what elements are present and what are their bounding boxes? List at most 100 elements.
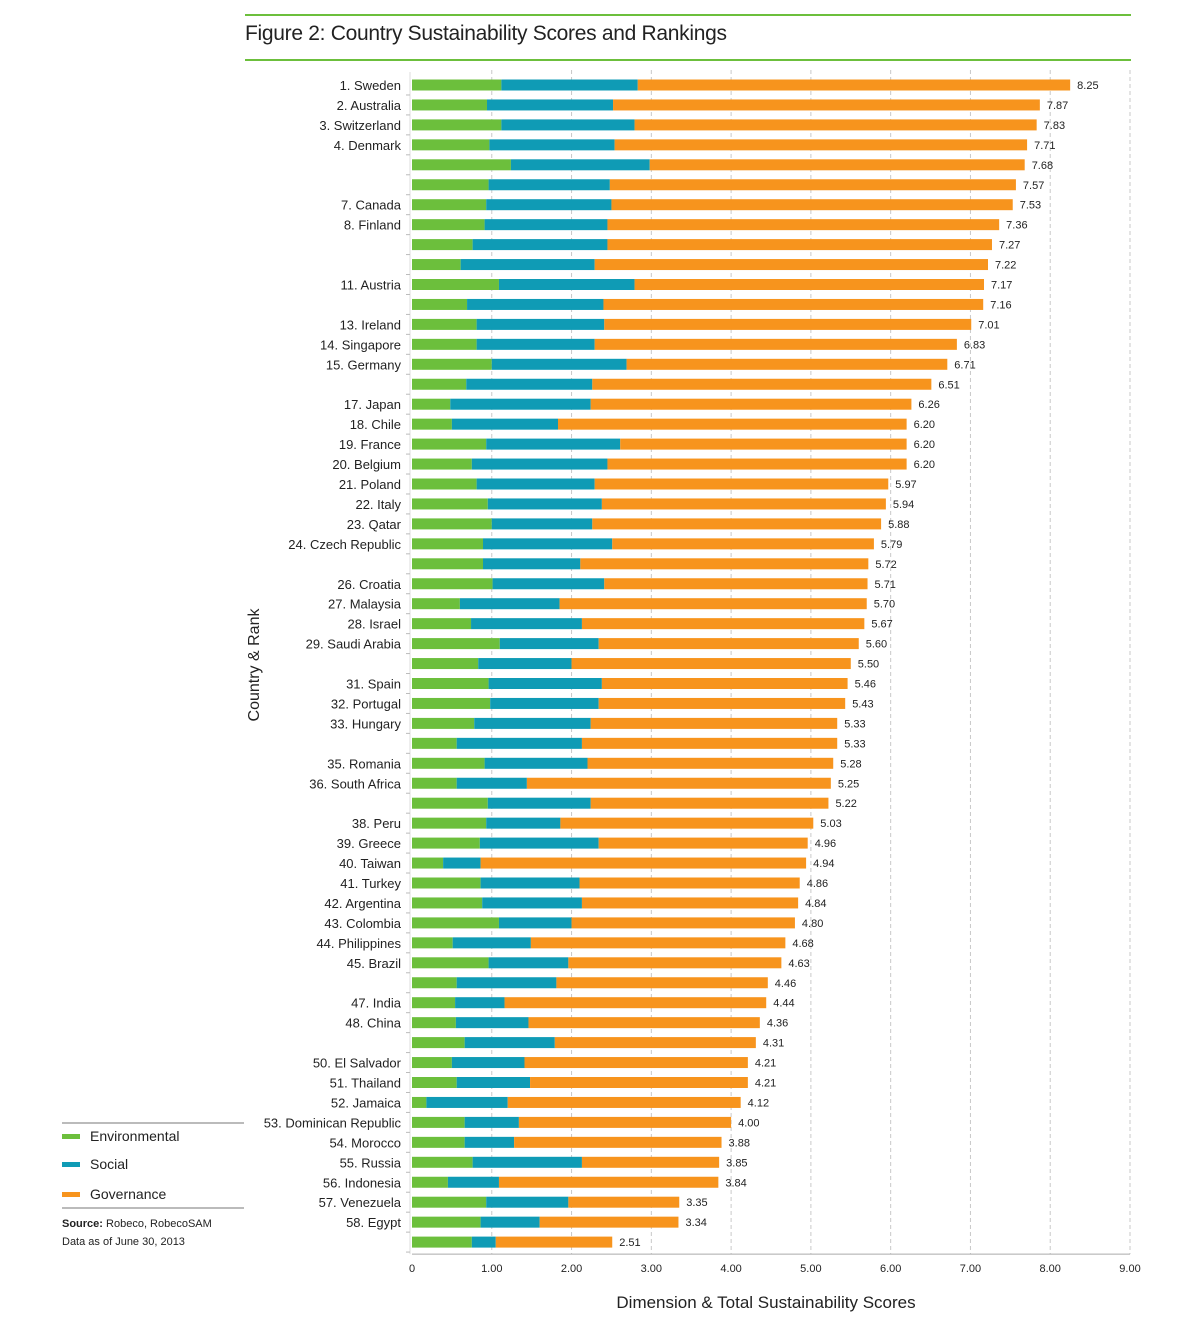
bar-social bbox=[491, 518, 593, 530]
source-text: Robeco, RobecoSAM bbox=[106, 1218, 212, 1230]
bar-governance bbox=[580, 558, 869, 570]
category-label: 4. Denmark bbox=[334, 138, 402, 153]
bar-governance bbox=[514, 1136, 722, 1148]
x-tick-label: 9.00 bbox=[1119, 1263, 1140, 1275]
bar-governance bbox=[598, 638, 859, 650]
value-label: 3.84 bbox=[725, 1177, 746, 1189]
category-label: 11. Austria bbox=[341, 278, 402, 293]
bar-environmental bbox=[412, 817, 487, 829]
bar-social bbox=[480, 1216, 540, 1228]
value-label: 5.50 bbox=[858, 659, 879, 671]
bar-governance bbox=[579, 877, 800, 889]
category-label: 56. Indonesia bbox=[323, 1175, 402, 1190]
value-label: 7.53 bbox=[1020, 200, 1041, 212]
category-label: 7. Canada bbox=[341, 198, 402, 213]
value-label: 5.94 bbox=[893, 499, 914, 511]
x-tick-label: 5.00 bbox=[800, 1263, 821, 1275]
bar-environmental bbox=[412, 298, 468, 310]
bar-environmental bbox=[412, 378, 467, 390]
bar-social bbox=[450, 398, 591, 410]
value-label: 4.31 bbox=[763, 1038, 784, 1050]
bar-governance bbox=[518, 1116, 732, 1128]
bar-environmental bbox=[412, 1236, 472, 1248]
x-tick-label: 2.00 bbox=[561, 1263, 582, 1275]
bar-governance bbox=[614, 139, 1028, 151]
bar-environmental bbox=[412, 538, 484, 550]
category-label: 54. Morocco bbox=[329, 1135, 401, 1150]
bar-governance bbox=[604, 318, 972, 330]
bar-environmental bbox=[412, 179, 489, 191]
bar-social bbox=[488, 179, 610, 191]
bar-social bbox=[455, 997, 505, 1009]
bar-governance bbox=[626, 358, 948, 370]
bar-environmental bbox=[412, 99, 487, 111]
legend-swatch bbox=[62, 1161, 80, 1167]
bar-environmental bbox=[412, 618, 472, 630]
chart-title: Figure 2: Country Sustainability Scores … bbox=[245, 22, 727, 45]
category-label: 35. Romania bbox=[327, 756, 401, 771]
bar-environmental bbox=[412, 957, 489, 969]
value-label: 7.17 bbox=[991, 280, 1012, 292]
bar-social bbox=[491, 358, 627, 370]
x-tick-label: 7.00 bbox=[960, 1263, 981, 1275]
value-label: 4.21 bbox=[755, 1078, 776, 1090]
bar-social bbox=[510, 159, 650, 171]
bar-environmental bbox=[412, 418, 452, 430]
bar-governance bbox=[620, 438, 907, 450]
bar-governance bbox=[528, 1017, 760, 1029]
title-rule-bottom bbox=[245, 59, 1131, 61]
bar-governance bbox=[554, 1037, 756, 1049]
category-label: 39. Greece bbox=[337, 836, 401, 851]
bar-social bbox=[483, 538, 613, 550]
bar-social bbox=[489, 139, 615, 151]
legend-swatch bbox=[62, 1133, 80, 1139]
category-label: 15. Germany bbox=[326, 357, 402, 372]
bar-governance bbox=[607, 239, 992, 251]
category-label: 8. Finland bbox=[344, 218, 401, 233]
bar-social bbox=[483, 558, 581, 570]
bar-governance bbox=[592, 378, 932, 390]
value-label: 6.51 bbox=[938, 379, 959, 391]
bar-environmental bbox=[412, 259, 461, 271]
bar-social bbox=[492, 578, 605, 590]
bar-social bbox=[472, 239, 608, 251]
value-label: 4.44 bbox=[773, 998, 794, 1010]
bar-environmental bbox=[412, 239, 473, 251]
category-label: 18. Chile bbox=[350, 417, 401, 432]
bar-social bbox=[426, 1096, 508, 1108]
bar-governance bbox=[590, 797, 829, 809]
bar-social bbox=[486, 438, 621, 450]
bar-governance bbox=[526, 777, 831, 789]
legend-label: Social bbox=[90, 1156, 129, 1172]
value-label: 7.36 bbox=[1006, 220, 1027, 232]
bar-environmental bbox=[412, 358, 492, 370]
x-tick-label: 4.00 bbox=[720, 1263, 741, 1275]
bar-environmental bbox=[412, 558, 484, 570]
category-label: 23. Qatar bbox=[347, 517, 402, 532]
bar-social bbox=[486, 199, 612, 211]
bar-environmental bbox=[412, 1037, 465, 1049]
bar-environmental bbox=[412, 937, 453, 949]
value-label: 6.20 bbox=[914, 419, 935, 431]
category-label: 2. Australia bbox=[337, 98, 402, 113]
bar-social bbox=[501, 79, 638, 91]
bar-environmental bbox=[412, 777, 457, 789]
bar-governance bbox=[571, 917, 795, 929]
category-label: 32. Portugal bbox=[331, 696, 401, 711]
bar-social bbox=[464, 1136, 515, 1148]
bar-environmental bbox=[412, 717, 475, 729]
bar-governance bbox=[637, 79, 1071, 91]
value-label: 6.20 bbox=[914, 439, 935, 451]
value-label: 4.46 bbox=[775, 978, 796, 990]
category-label: 52. Jamaica bbox=[331, 1095, 402, 1110]
category-label: 27. Malaysia bbox=[328, 597, 402, 612]
value-label: 7.57 bbox=[1023, 180, 1044, 192]
bar-social bbox=[451, 418, 558, 430]
bar-governance bbox=[590, 717, 838, 729]
legend-item-governance: Governance bbox=[62, 1186, 166, 1202]
value-label: 5.67 bbox=[871, 619, 892, 631]
bar-governance bbox=[568, 1196, 680, 1208]
bar-governance bbox=[598, 837, 808, 849]
category-label: 29. Saudi Arabia bbox=[306, 637, 402, 652]
